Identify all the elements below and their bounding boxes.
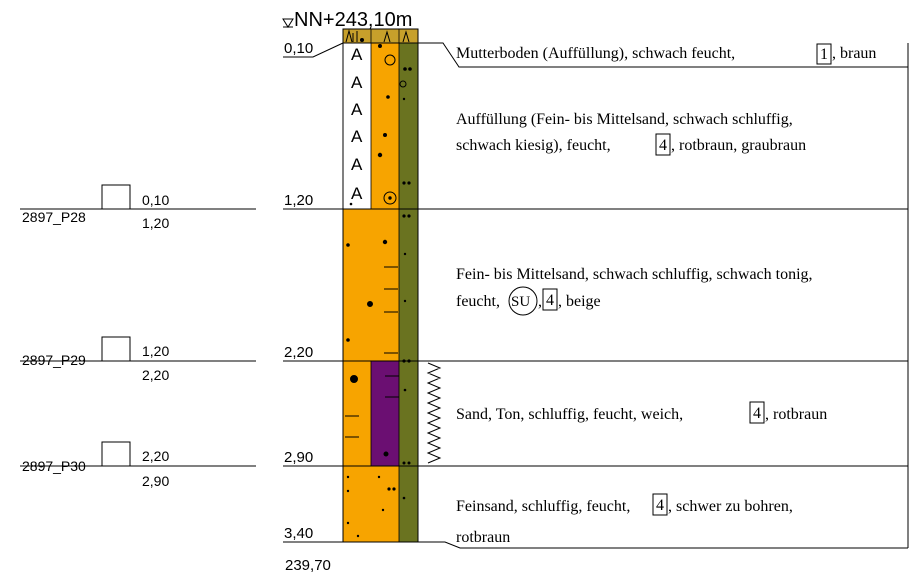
description-layer-1: Mutterboden (Auffüllung), schwach feucht… xyxy=(456,43,876,65)
layer-3-olive xyxy=(399,209,418,361)
sample-box xyxy=(101,184,131,210)
moisture-code: 4 xyxy=(659,137,667,154)
description-layer-4: Sand, Ton, schluffig, feucht, weich, 4 ,… xyxy=(456,401,827,424)
soil-column: A A A A A A xyxy=(342,28,442,543)
sample-top: 0,10 xyxy=(142,192,169,208)
depth-label: 3,40 xyxy=(284,525,313,542)
soil-group-code: SU xyxy=(511,294,530,310)
layer-4-olive xyxy=(399,361,418,466)
fill-symbols: A A A A A A xyxy=(351,45,363,203)
sample-2897-p29: 2897_P29 1,20 2,20 xyxy=(20,336,256,383)
sample-id: 2897_P28 xyxy=(22,209,86,225)
layer-5-sand xyxy=(343,466,399,542)
description-layer-5: Feinsand, schluffig, feucht, 4 , schwer … xyxy=(456,493,793,546)
moisture-code: 4 xyxy=(546,292,554,309)
description-layer-3: Fein- bis Mittelsand, schwach schluffig,… xyxy=(456,266,813,316)
sample-top: 1,20 xyxy=(142,343,169,359)
sand-clay-symbols xyxy=(345,375,399,457)
description-text: , schwer zu bohren, xyxy=(668,498,793,515)
moisture-code: 4 xyxy=(656,497,664,514)
svg-text:A: A xyxy=(351,184,363,203)
sample-bottom: 1,20 xyxy=(142,215,169,231)
layer-4-purple xyxy=(371,361,399,466)
topsoil-symbols xyxy=(345,29,410,43)
sand-silt-symbols xyxy=(346,239,398,354)
sample-id: 2897_P29 xyxy=(22,352,86,368)
layer-5-olive xyxy=(399,466,418,542)
soil-group-circle xyxy=(508,286,538,316)
description-text: rotbraun xyxy=(456,529,510,546)
svg-text:A: A xyxy=(351,45,363,64)
samples: 2897_P28 0,10 1,20 2897_P29 1,20 2,20 28… xyxy=(20,184,256,489)
layer-2-white xyxy=(343,43,371,209)
depth-labels: 0,10 1,20 2,20 2,90 3,40 239,70 xyxy=(284,40,331,574)
moisture-code-box xyxy=(542,288,558,311)
description-text: schwach kiesig), feucht, xyxy=(456,137,611,154)
datum-marker: NN+243,10m xyxy=(282,9,412,31)
sample-top: 2,20 xyxy=(142,448,169,464)
sample-2897-p30: 2897_P30 2,20 2,90 xyxy=(20,441,256,489)
description-text: , xyxy=(538,293,542,310)
description-text: Auffüllung (Fein- bis Mittelsand, schwac… xyxy=(456,111,793,128)
depth-label: 2,90 xyxy=(284,449,313,466)
description-text: , beige xyxy=(558,293,601,310)
sample-2897-p28: 2897_P28 0,10 1,20 xyxy=(20,184,256,231)
description-text: , rotbraun xyxy=(765,406,827,423)
layer-3-sand xyxy=(343,209,399,361)
moisture-code: 4 xyxy=(753,405,761,422)
sample-box xyxy=(101,441,131,467)
depth-lines xyxy=(283,29,909,549)
description-text: , braun xyxy=(832,45,876,62)
moisture-code-box xyxy=(816,43,832,65)
description-text: Mutterboden (Auffüllung), schwach feucht… xyxy=(456,45,735,62)
bottom-elevation: 239,70 xyxy=(285,557,331,574)
depth-label: 2,20 xyxy=(284,344,313,361)
moisture-code: 1 xyxy=(820,46,828,63)
soft-consistency-zigzag-icon xyxy=(426,362,442,464)
datum-label: NN+243,10m xyxy=(294,9,412,31)
svg-text:A: A xyxy=(351,73,363,92)
description-text: Sand, Ton, schluffig, feucht, weich, xyxy=(456,406,683,423)
sample-bottom: 2,90 xyxy=(142,473,169,489)
fine-sand-symbols xyxy=(346,475,396,538)
moisture-code-box xyxy=(652,493,668,516)
svg-text:A: A xyxy=(351,127,363,146)
svg-text:A: A xyxy=(351,155,363,174)
depth-label: 1,20 xyxy=(284,192,313,209)
description-text: , rotbraun, graubraun xyxy=(671,137,806,154)
layer-2-olive xyxy=(399,43,418,209)
depth-label: 0,10 xyxy=(284,40,313,57)
description-text: Feinsand, schluffig, feucht, xyxy=(456,498,630,515)
moisture-code-box xyxy=(749,401,765,424)
description-text: feucht, xyxy=(456,293,500,310)
gravel-symbols xyxy=(377,44,407,205)
sample-id: 2897_P30 xyxy=(22,458,86,474)
sample-box xyxy=(101,336,131,362)
layer-descriptions: Mutterboden (Auffüllung), schwach feucht… xyxy=(456,43,876,546)
moisture-code-box xyxy=(655,133,671,156)
sample-bottom: 2,20 xyxy=(142,367,169,383)
description-layer-2: Auffüllung (Fein- bis Mittelsand, schwac… xyxy=(456,111,806,156)
svg-text:A: A xyxy=(351,100,363,119)
datum-triangle-icon xyxy=(282,18,294,28)
layer-2-sand xyxy=(371,43,399,209)
description-text: Fein- bis Mittelsand, schwach schluffig,… xyxy=(456,266,813,283)
